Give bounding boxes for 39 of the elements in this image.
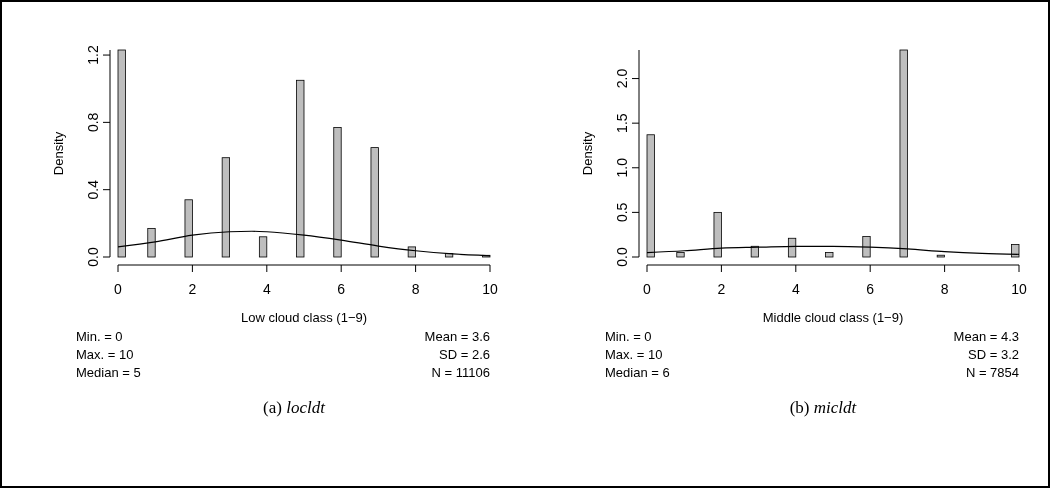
y-tick-label: 1.0: [614, 157, 630, 178]
text: SD = 3.2: [968, 347, 1019, 362]
x-tick-label: 0: [114, 281, 123, 297]
x-tick-label: 8: [411, 281, 420, 297]
text: (b) micldt: [789, 398, 858, 417]
x-tick-label: 2: [188, 281, 197, 297]
text: N = 7854: [965, 365, 1019, 380]
x-axis-title: Middle cloud class (1−9): [762, 310, 904, 325]
x-tick-label: 6: [337, 281, 346, 297]
x-tick-label: 0: [643, 281, 652, 297]
y-tick-label: 1.2: [85, 45, 101, 65]
y-axis-title: Density: [51, 131, 66, 176]
text: SD = 2.6: [439, 347, 490, 362]
x-tick-label: 4: [262, 281, 271, 297]
text: Min. = 0: [76, 329, 123, 344]
y-tick-label: 1.5: [614, 113, 630, 133]
y-tick-label: 0.8: [85, 112, 101, 133]
y-tick-label: 0.4: [85, 179, 101, 200]
text: Mean = 3.6: [424, 329, 490, 344]
x-tick-label: 10: [1011, 281, 1027, 297]
x-axis-title: Low cloud class (1−9): [240, 310, 368, 325]
text: (a) locldt: [263, 398, 327, 417]
x-tick-label: 2: [717, 281, 726, 297]
x-tick-label: 6: [866, 281, 875, 297]
text: Median = 5: [76, 365, 141, 380]
x-tick-label: 8: [940, 281, 949, 297]
text: Min. = 0: [605, 329, 652, 344]
x-tick-label: 10: [482, 281, 498, 297]
y-tick-label: 0.0: [614, 247, 630, 267]
text: Median = 6: [605, 365, 670, 380]
text: N = 11106: [431, 365, 490, 380]
y-tick-label: 0.5: [614, 202, 630, 223]
text: Max. = 10: [605, 347, 663, 362]
text: Max. = 10: [76, 347, 134, 362]
y-axis-title: Density: [580, 131, 595, 176]
y-tick-label: 2.0: [614, 68, 630, 89]
text: Mean = 4.3: [953, 329, 1019, 344]
y-tick-label: 0.0: [85, 247, 101, 267]
x-tick-label: 4: [791, 281, 800, 297]
